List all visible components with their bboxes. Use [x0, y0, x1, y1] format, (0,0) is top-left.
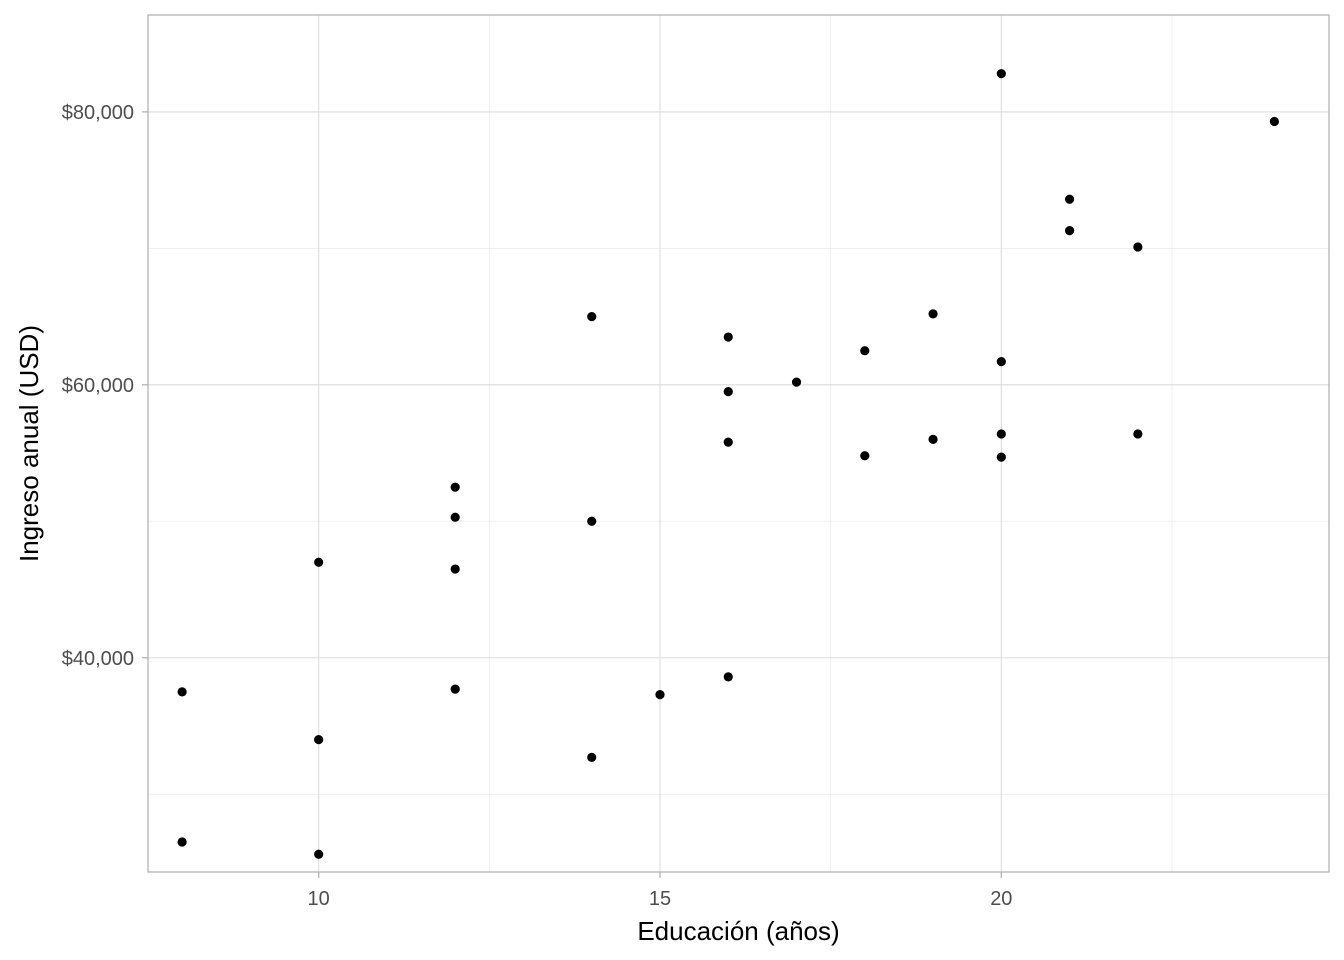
- data-point: [723, 672, 733, 682]
- data-point: [996, 69, 1006, 79]
- data-point: [314, 849, 324, 859]
- data-points: [177, 69, 1279, 859]
- data-point: [723, 387, 733, 397]
- plot-panel-border: [147, 14, 1330, 873]
- data-point: [996, 357, 1006, 367]
- data-point: [587, 311, 597, 322]
- data-point: [1269, 116, 1279, 127]
- data-point: [1133, 429, 1143, 439]
- data-point: [177, 837, 187, 847]
- data-point: [1064, 194, 1075, 204]
- data-point: [723, 332, 733, 342]
- data-point: [450, 684, 460, 694]
- tick-labels: 10 15 20 $40,000 $60,000 $80,000: [62, 102, 1013, 910]
- data-point: [1133, 242, 1143, 252]
- data-point: [1064, 226, 1075, 236]
- data-point: [996, 452, 1006, 462]
- data-point: [177, 687, 187, 697]
- data-point: [450, 564, 460, 574]
- data-point: [928, 434, 938, 445]
- data-point: [996, 429, 1006, 439]
- axis-ticks: [142, 111, 1002, 878]
- data-point: [723, 437, 733, 447]
- x-tick-label: 20: [990, 888, 1012, 910]
- x-tick-label: 15: [649, 888, 671, 910]
- data-point: [655, 689, 665, 700]
- y-axis-title: Ingreso anual (USD): [14, 325, 44, 562]
- data-point: [450, 482, 460, 492]
- data-point: [450, 512, 460, 522]
- y-tick-label: $60,000: [62, 375, 134, 397]
- data-point: [860, 451, 870, 461]
- data-point: [314, 557, 324, 567]
- x-tick-label: 10: [308, 888, 330, 910]
- data-point: [860, 346, 870, 356]
- data-point: [928, 309, 938, 319]
- data-point: [587, 516, 597, 526]
- data-point: [791, 377, 802, 387]
- minor-gridlines: [147, 15, 1329, 872]
- y-tick-label: $40,000: [62, 648, 134, 670]
- x-axis-title: Educación (años): [637, 916, 839, 946]
- data-point: [587, 752, 597, 762]
- y-tick-label: $80,000: [62, 102, 134, 124]
- major-gridlines: [148, 15, 1329, 872]
- data-point: [314, 735, 324, 745]
